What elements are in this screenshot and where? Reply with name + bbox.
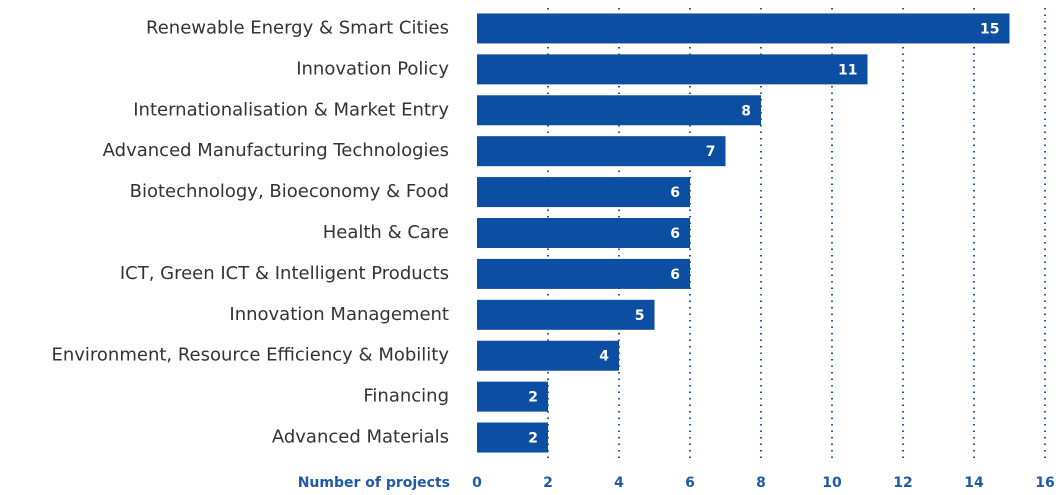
- y-tick-label: Internationalisation & Market Entry: [133, 99, 449, 120]
- y-tick-label: ICT, Green ICT & Intelligent Products: [120, 263, 449, 284]
- bar: [477, 381, 548, 412]
- value-label: 6: [670, 185, 680, 201]
- bar: [477, 258, 690, 289]
- value-label: 11: [838, 62, 857, 78]
- x-tick-label: 10: [822, 475, 842, 491]
- x-tick-label: 4: [614, 475, 624, 491]
- bar: [477, 177, 690, 208]
- value-label: 6: [670, 267, 680, 283]
- bar: [477, 95, 761, 126]
- bar: [477, 136, 726, 167]
- x-tick-label: 8: [756, 475, 766, 491]
- y-tick-label: Innovation Management: [229, 304, 449, 325]
- y-tick-label: Advanced Materials: [272, 427, 449, 448]
- y-tick-label: Innovation Policy: [296, 58, 449, 79]
- bar: [477, 422, 548, 453]
- x-tick-label: 0: [472, 475, 482, 491]
- value-label: 7: [706, 144, 716, 160]
- value-label: 8: [741, 103, 751, 119]
- x-tick-label: 14: [964, 475, 984, 491]
- x-tick-label: 2: [543, 475, 553, 491]
- x-axis-label: Number of projects: [298, 475, 450, 491]
- value-label: 4: [599, 349, 609, 365]
- bar: [477, 340, 619, 371]
- y-tick-label: Health & Care: [323, 222, 449, 243]
- y-tick-label: Environment, Resource Efficiency & Mobil…: [51, 345, 449, 366]
- value-label: 2: [528, 431, 538, 447]
- value-label: 15: [980, 21, 999, 37]
- x-tick-label: 16: [1035, 475, 1054, 491]
- bar: [477, 13, 1010, 44]
- y-tick-label: Financing: [363, 386, 449, 407]
- y-tick-label: Advanced Manufacturing Technologies: [103, 140, 449, 161]
- x-tick-label: 12: [893, 475, 912, 491]
- bar: [477, 218, 690, 248]
- x-tick-label: 6: [685, 475, 695, 491]
- value-label: 6: [670, 226, 680, 242]
- y-tick-label: Biotechnology, Bioeconomy & Food: [130, 181, 449, 202]
- bar: [477, 299, 655, 330]
- value-label: 2: [528, 390, 538, 406]
- value-label: 5: [635, 308, 645, 324]
- y-tick-label: Renewable Energy & Smart Cities: [146, 17, 449, 38]
- bar: [477, 54, 868, 85]
